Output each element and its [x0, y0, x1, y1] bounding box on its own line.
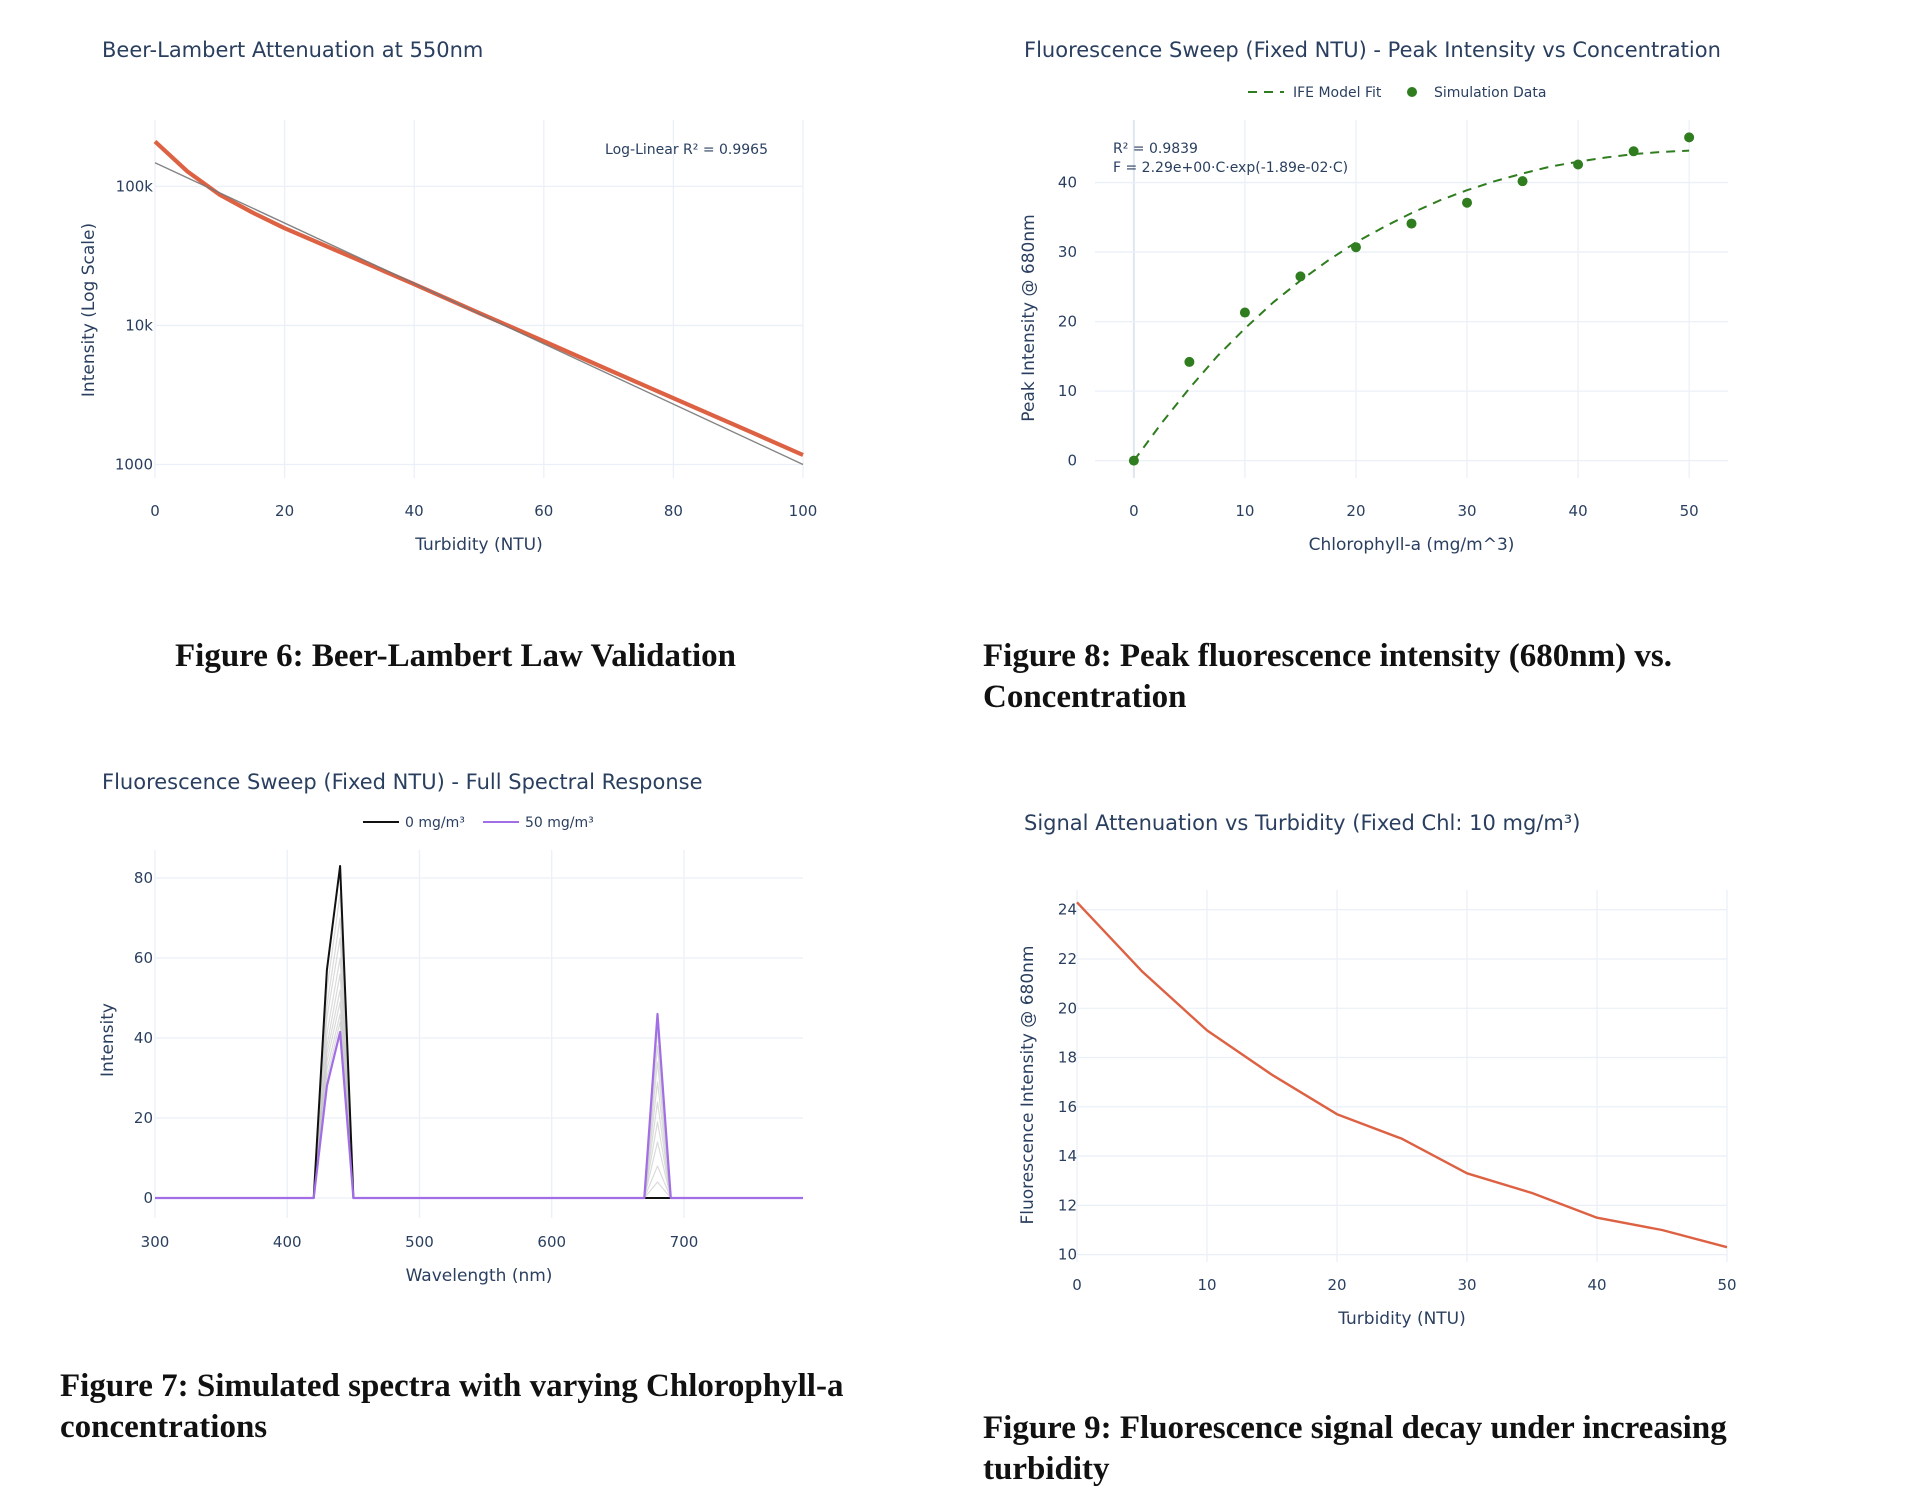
x-tick-label: 400 [273, 1233, 302, 1251]
scatter-point [1573, 159, 1584, 170]
x-tick-label: 80 [664, 502, 683, 520]
scatter-point [1628, 146, 1639, 157]
legend-swatch [1407, 87, 1417, 97]
y-tick-label: 30 [1058, 243, 1077, 261]
scatter-point [1462, 197, 1473, 208]
scatter-point [1184, 356, 1195, 367]
y-tick-label: 10k [125, 316, 153, 334]
y-tick-label: 20 [1058, 313, 1077, 331]
x-axis-title: Chlorophyll-a (mg/m^3) [1309, 535, 1515, 555]
x-axis-title: Wavelength (nm) [406, 1266, 553, 1286]
scatter-point [1128, 455, 1139, 466]
x-tick-label: 10 [1235, 502, 1254, 520]
scatter-point [1350, 242, 1361, 253]
scatter-point [1406, 218, 1417, 229]
y-tick-label: 22 [1058, 950, 1077, 968]
chart-title: Fluorescence Sweep (Fixed NTU) - Full Sp… [102, 770, 703, 794]
x-tick-label: 10 [1197, 1276, 1216, 1294]
x-tick-label: 30 [1457, 502, 1476, 520]
y-tick-label: 16 [1058, 1098, 1077, 1116]
x-tick-label: 30 [1457, 1276, 1476, 1294]
y-tick-label: 100k [116, 177, 154, 195]
series-line [155, 1012, 803, 1200]
chart-fig6: 0 20 40 60 80 100 1000 10k 100k Beer-Lambert Atte… [79, 38, 818, 555]
x-tick-label: 0 [1072, 1276, 1082, 1294]
legend-label: Simulation Data [1434, 85, 1546, 101]
chart-title: Beer-Lambert Attenuation at 550nm [102, 38, 483, 62]
y-tick-label: 40 [1058, 174, 1077, 192]
y-tick-label: 60 [134, 949, 153, 967]
series-line [1076, 901, 1728, 1249]
x-axis-title: Turbidity (NTU) [1337, 1309, 1466, 1329]
chart-panel-fig8: 0 10 20 30 40 50 0 10 20 30 40 Fluorescence Sweep (… [0, 0, 1930, 740]
x-tick-label: 300 [141, 1233, 170, 1251]
y-tick-label: 10 [1058, 382, 1077, 400]
caption-fig9: Figure 9: Fluorescence signal decay unde… [983, 1410, 1727, 1487]
series-line [1133, 149, 1690, 462]
x-tick-label: 100 [789, 502, 818, 520]
y-tick-label: 20 [1058, 999, 1077, 1017]
y-tick-label: 40 [134, 1029, 153, 1047]
y-axis-title: Intensity [98, 1003, 118, 1077]
x-tick-label: 40 [1587, 1276, 1606, 1294]
x-tick-label: 600 [537, 1233, 566, 1251]
y-tick-label: 12 [1058, 1196, 1077, 1214]
y-tick-label: 10 [1058, 1246, 1077, 1264]
x-tick-label: 50 [1717, 1276, 1736, 1294]
x-tick-label: 20 [275, 502, 294, 520]
y-tick-label: 1000 [115, 456, 153, 474]
x-tick-label: 50 [1680, 502, 1699, 520]
scatter-point [1295, 271, 1306, 282]
y-tick-label: 24 [1058, 901, 1077, 919]
x-tick-label: 0 [1129, 502, 1139, 520]
chart-fig8: 0 10 20 30 40 50 0 10 20 30 40 Fluorescence Sweep (… [1019, 38, 1728, 555]
x-tick-label: 20 [1327, 1276, 1346, 1294]
chart-title: Signal Attenuation vs Turbidity (Fixed C… [1024, 811, 1580, 835]
x-tick-label: 500 [405, 1233, 434, 1251]
scatter-point [1684, 132, 1695, 143]
x-tick-label: 40 [1569, 502, 1588, 520]
legend-label: 0 mg/m³ [405, 815, 465, 831]
x-tick-label: 0 [150, 502, 160, 520]
series-line [154, 162, 804, 466]
x-tick-label: 20 [1346, 502, 1365, 520]
scatter-point [1517, 176, 1528, 187]
caption-fig6: Figure 6: Beer-Lambert Law Validation [175, 638, 736, 674]
y-tick-label: 20 [134, 1109, 153, 1127]
chart-panel-fig7: 300 400 500 600 700 0 20 40 60 80 Fluorescence Swe… [0, 0, 965, 1480]
series-line [153, 139, 804, 457]
chart-fig9: 0 10 20 30 40 50 10 12 14 16 18 20 22 24 Signal Attenu… [1018, 811, 1737, 1329]
caption-fig8: Figure 8: Peak fluorescence intensity (6… [983, 638, 1672, 715]
chart-title: Fluorescence Sweep (Fixed NTU) - Peak In… [1024, 38, 1721, 62]
scatter-point [1239, 307, 1250, 318]
legend-label: IFE Model Fit [1293, 85, 1382, 101]
fit-annotation-line: R² = 0.9839 [1113, 141, 1198, 157]
chart-fig7: 300 400 500 600 700 0 20 40 60 80 Fluorescence Swe… [98, 770, 803, 1286]
y-axis-title: Fluorescence Intensity @ 680nm [1018, 946, 1038, 1225]
y-axis-title: Intensity (Log Scale) [79, 223, 99, 397]
fit-annotation-line: F = 2.29e+00·C·exp(-1.89e-02·C) [1113, 160, 1348, 176]
chart-panel-fig6: 0 20 40 60 80 100 1000 10k 100k Beer-Lambert Atte… [0, 0, 965, 740]
y-tick-label: 18 [1058, 1049, 1077, 1067]
y-tick-label: 0 [143, 1189, 153, 1207]
y-tick-label: 80 [134, 869, 153, 887]
legend-label: 50 mg/m³ [525, 815, 594, 831]
y-axis-title: Peak Intensity @ 680nm [1019, 214, 1039, 421]
x-tick-label: 60 [534, 502, 553, 520]
x-axis-title: Turbidity (NTU) [414, 535, 543, 555]
caption-fig7: Figure 7: Simulated spectra with varying… [60, 1368, 844, 1445]
y-tick-label: 0 [1067, 452, 1077, 470]
y-tick-label: 14 [1058, 1147, 1077, 1165]
fit-annotation: Log-Linear R² = 0.9965 [605, 142, 768, 158]
x-tick-label: 700 [670, 1233, 699, 1251]
x-tick-label: 40 [405, 502, 424, 520]
